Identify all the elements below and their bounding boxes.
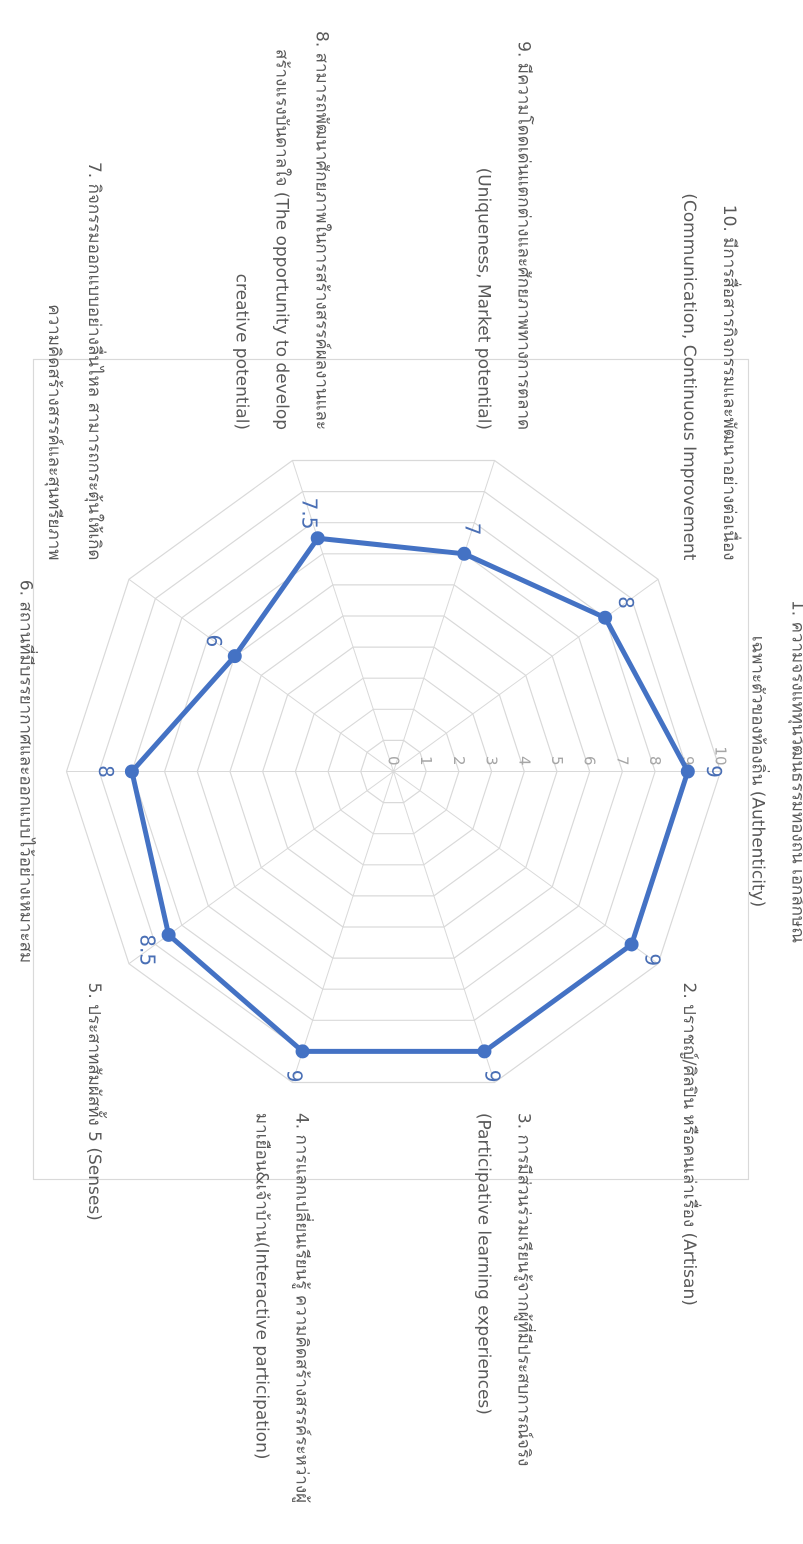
radial-tick-label: 9 bbox=[679, 756, 697, 766]
radial-tick-label: 1 bbox=[417, 756, 435, 766]
data-point[interactable] bbox=[161, 927, 176, 942]
category-label-line: มาเยือน&เจ้าบ้าน(Interactive participati… bbox=[252, 1113, 272, 1460]
radar-grid bbox=[65, 459, 722, 1084]
data-label: 8.5 bbox=[136, 934, 160, 966]
category-label-line: ความคิดสร้างสรรค์และสุนทรียภาพ bbox=[44, 304, 64, 560]
category-label-line: (Communication, Continuous Improvement bbox=[679, 193, 699, 561]
data-label: 6 bbox=[202, 635, 226, 648]
category-label: 2. ปราชญ์/ศิลปิน หรือคนเล่าเรื่อง (Artis… bbox=[679, 983, 702, 1306]
radial-tick-label: 8 bbox=[646, 756, 664, 766]
data-point[interactable] bbox=[227, 649, 242, 664]
grid-spoke bbox=[393, 771, 659, 965]
category-label-line: 4. การแลกเปลี่ยนเรียนรู้ ความคิดสร้างสรร… bbox=[292, 1113, 315, 1503]
grid-spoke bbox=[128, 578, 394, 772]
category-label-line: creative potential) bbox=[232, 274, 252, 430]
data-point[interactable] bbox=[598, 610, 613, 625]
category-label-line: 6. สถานที่มีบรรยากาศและออกแบบไว้อย่างเหม… bbox=[16, 580, 39, 963]
data-point[interactable] bbox=[680, 764, 695, 779]
category-label: 8. สามารถพัฒนาศักยภาพในการสร้างสรรค์ผลงา… bbox=[232, 31, 333, 430]
radial-tick-label: 3 bbox=[483, 756, 501, 766]
radial-tick-label: 5 bbox=[548, 756, 566, 766]
data-point[interactable] bbox=[477, 1044, 492, 1059]
category-label-line: 2. ปราชญ์/ศิลปิน หรือคนเล่าเรื่อง (Artis… bbox=[679, 983, 702, 1306]
data-label: 9 bbox=[480, 1070, 504, 1083]
plot-area-frame bbox=[32, 358, 750, 1181]
category-label: 6. สถานที่มีบรรยากาศและออกแบบไว้อย่างเหม… bbox=[1, 580, 39, 963]
category-label-line: 5. ประสาทสัมผัสทั้ง 5 (Senses) bbox=[84, 983, 107, 1221]
data-point[interactable] bbox=[624, 937, 639, 952]
data-point[interactable] bbox=[457, 546, 472, 561]
category-label: 10. มีการสื่อสารกิจกรรมและพัฒนาอย่างต่อเ… bbox=[679, 193, 742, 561]
category-label-line: 8. สามารถพัฒนาศักยภาพในการสร้างสรรค์ผลงา… bbox=[312, 31, 333, 430]
grid-spoke bbox=[393, 771, 496, 1083]
data-label: 8 bbox=[94, 765, 118, 778]
category-label-line: 9. มีความโดดเด่นแตกต่างและศักยภาพทางการต… bbox=[513, 41, 534, 430]
category-label: 3. การมีส่วนร่วมเรียนรู้จากผู้ที่มีประสบ… bbox=[473, 1113, 536, 1466]
category-label-line: (Participative learning experiences) bbox=[473, 1113, 493, 1415]
category-label-line: (Uniqueness, Market potential) bbox=[473, 168, 493, 430]
radial-tick-label: 2 bbox=[450, 756, 468, 766]
data-label: 9 bbox=[641, 953, 665, 966]
category-labels: 1. ความจริงแท้ทุนวัฒนธรรมท้องถิ่น เอกลัก… bbox=[1, 31, 803, 1503]
radial-tick-label: 4 bbox=[515, 756, 533, 766]
category-label-line: 10. มีการสื่อสารกิจกรรมและพัฒนาอย่างต่อเ… bbox=[719, 205, 742, 561]
category-label: 1. ความจริงแท้ทุนวัฒนธรรมท้องถิ่น เอกลัก… bbox=[748, 600, 803, 943]
data-point[interactable] bbox=[295, 1044, 310, 1059]
data-label: 9 bbox=[702, 765, 726, 778]
radial-tick-label: 6 bbox=[581, 756, 599, 766]
data-point[interactable] bbox=[310, 531, 325, 546]
data-label: 8 bbox=[614, 596, 638, 609]
category-label-line: 7. กิจกรรมออกแบบอย่างลื่นไหล สามารถกระตุ… bbox=[84, 162, 107, 561]
grid-spoke bbox=[393, 460, 496, 772]
category-label-line: เฉพาะตัวของท้องถิ่น (Authenticity) bbox=[748, 636, 771, 908]
data-label: 7.5 bbox=[298, 498, 322, 530]
category-label: 5. ประสาทสัมผัสทั้ง 5 (Senses) bbox=[84, 983, 107, 1221]
category-label-line: 1. ความจริงแท้ทุนวัฒนธรรมท้องถิ่น เอกลัก… bbox=[788, 600, 803, 943]
category-label-line: สร้างแรงบันดาลใจ (The opportunity to dev… bbox=[272, 49, 293, 430]
category-label: 7. กิจกรรมออกแบบอย่างลื่นไหล สามารถกระตุ… bbox=[44, 162, 107, 561]
data-point[interactable] bbox=[124, 764, 139, 779]
grid-spoke bbox=[291, 771, 394, 1083]
category-label-line: 3. การมีส่วนร่วมเรียนรู้จากผู้ที่มีประสบ… bbox=[513, 1113, 536, 1466]
data-label: 9 bbox=[283, 1070, 307, 1083]
category-label: 9. มีความโดดเด่นแตกต่างและศักยภาพทางการต… bbox=[473, 41, 534, 430]
radial-tick-label: 10 bbox=[712, 746, 730, 765]
radial-tick-labels: 0 1 2 3 4 5 6 7 8 9 10 bbox=[385, 746, 730, 765]
radial-tick-label: 0 bbox=[385, 756, 403, 766]
data-label: 7 bbox=[460, 523, 484, 536]
grid-spoke bbox=[291, 460, 394, 772]
category-label: 4. การแลกเปลี่ยนเรียนรู้ ความคิดสร้างสรร… bbox=[252, 1113, 315, 1503]
grid-spoke bbox=[393, 578, 659, 772]
radial-tick-label: 7 bbox=[613, 756, 631, 766]
